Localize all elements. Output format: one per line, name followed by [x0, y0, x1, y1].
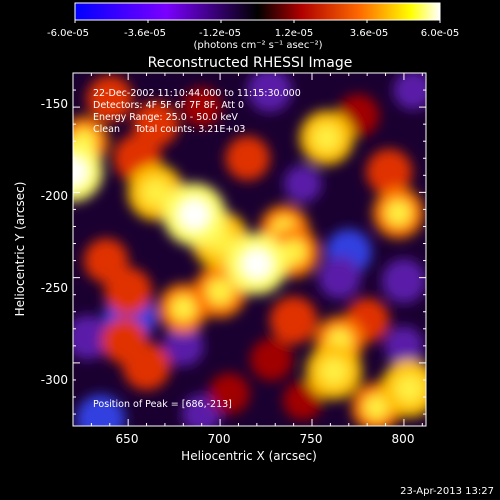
heatmap-blob — [225, 136, 270, 181]
heatmap-blob — [366, 148, 413, 195]
y-tick-label: -150 — [41, 97, 68, 111]
x-tick-label: 700 — [208, 432, 231, 446]
x-tick-label: 650 — [116, 432, 139, 446]
heatmap-blob-core — [280, 239, 307, 265]
heatmap-blob — [162, 325, 204, 367]
heatmap-blob-core — [178, 198, 210, 231]
heatmap-blob-core — [141, 178, 170, 207]
y-tick-label: -200 — [41, 189, 68, 203]
x-axis-label: Heliocentric X (arcsec) — [181, 449, 317, 463]
colorbar-units: (photons cm⁻² s⁻¹ asec⁻²) — [193, 40, 322, 51]
y-tick-label: -250 — [41, 281, 68, 295]
heatmap-blob — [250, 338, 293, 381]
heatmap-blob — [182, 87, 222, 127]
heatmap-blob — [283, 380, 323, 421]
heatmap-blob — [75, 394, 126, 426]
annotation-detectors: Detectors: 4F 5F 6F 7F 8F, Att 0 — [93, 100, 244, 111]
colorbar-tick-label: -6.0e-05 — [47, 28, 89, 39]
heatmap-blob-core — [395, 374, 424, 403]
y-axis-label: Heliocentric Y (arcsec) — [13, 182, 27, 317]
colorbar — [74, 2, 441, 21]
annotation-clean: Clean Total counts: 3.21E+03 — [93, 124, 245, 135]
heatmap-image — [73, 73, 426, 426]
x-tick-label: 800 — [392, 432, 415, 446]
heatmap-blob — [247, 73, 292, 113]
colorbar-tick-label: 6.0e-05 — [421, 28, 459, 39]
heatmap-blob — [122, 342, 171, 391]
heatmap-blob — [318, 256, 361, 299]
colorbar-tick-label: 1.2e-05 — [275, 28, 313, 39]
heatmap-blob-core — [241, 248, 273, 280]
colorbar-tick-label: -1.2e-05 — [199, 28, 241, 39]
heatmap-blob — [208, 373, 250, 415]
heatmap-blob-core — [313, 124, 341, 152]
heatmap-blob — [384, 326, 424, 366]
heatmap-blob-core — [320, 357, 349, 386]
chart-title: Reconstructed RHESSI Image — [148, 55, 353, 71]
colorbar-tick-label: 3.6e-05 — [350, 28, 388, 39]
colorbar-ticks — [74, 20, 441, 23]
heatmap-blob-core — [364, 394, 389, 420]
heatmap-blob — [73, 315, 110, 360]
axis-ticks — [72, 72, 426, 426]
heatmap-blob — [381, 258, 426, 304]
heatmap-blob — [283, 165, 322, 203]
heatmap-blob — [269, 296, 318, 345]
heatmap-blob — [104, 267, 152, 316]
heatmap-blob-core — [73, 157, 88, 187]
annotation-peak: Position of Peak = [686,-213] — [93, 399, 232, 410]
annotation-energy: Energy Range: 25.0 - 50.0 keV — [93, 112, 238, 123]
footer-date: 23-Apr-2013 13:27 — [400, 486, 494, 497]
y-tick-label: -300 — [41, 373, 68, 387]
heatmap-blob-core — [385, 200, 412, 226]
colorbar-tick-label: -3.6e-05 — [124, 28, 166, 39]
annotation-time: 22-Dec-2002 11:10:44.000 to 11:15:30.000 — [93, 88, 301, 99]
x-tick-label: 750 — [300, 432, 323, 446]
heatmap-blob-core — [206, 278, 234, 305]
heatmap-blob-core — [170, 296, 196, 321]
plot-frame — [72, 72, 427, 427]
heatmap-blob — [393, 73, 426, 110]
heatmap-blob — [86, 75, 133, 122]
